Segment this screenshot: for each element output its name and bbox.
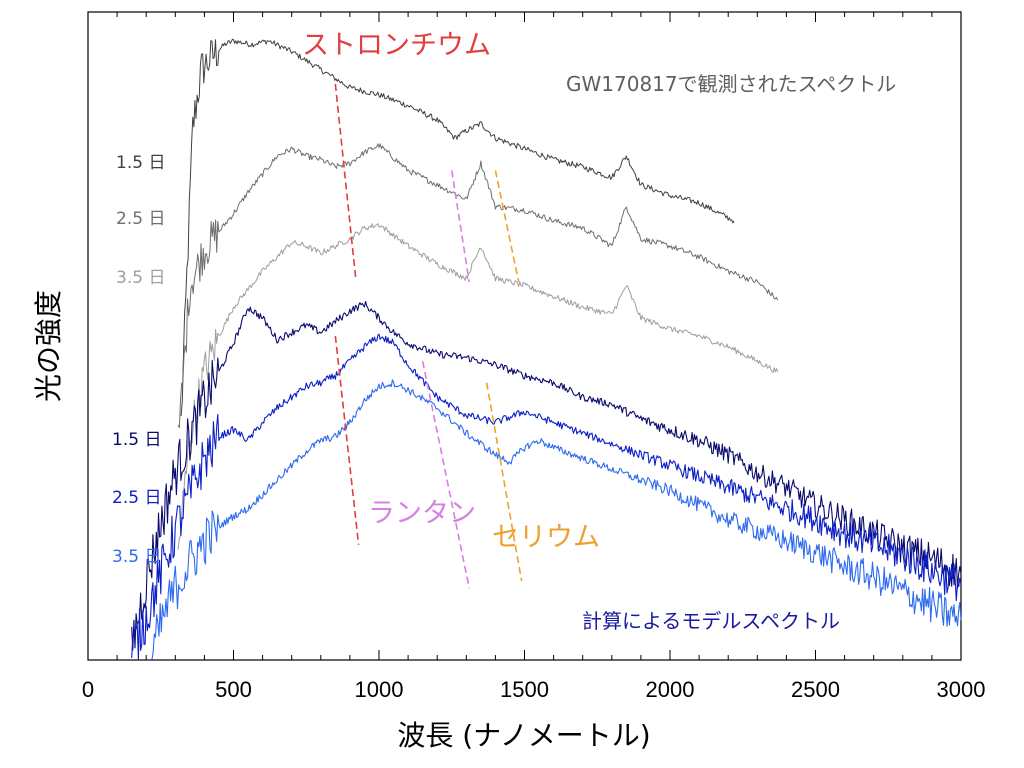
series-line-model-1 xyxy=(131,300,962,651)
annotation-guide-line xyxy=(450,170,471,283)
series-line-model-3 xyxy=(151,379,962,660)
series-line-observed-3 xyxy=(177,223,779,550)
model-day-label-2: 2.5 日 xyxy=(112,488,161,508)
x-tick-label: 2500 xyxy=(791,677,840,702)
annotation-guide-line xyxy=(334,335,360,545)
x-axis-title: 波長 (ナノメートル) xyxy=(397,719,650,752)
annotation-lanthanum: ランタン xyxy=(368,498,476,529)
observed-day-label-1: 1.5 日 xyxy=(116,153,165,173)
model-day-label-3: 3.5 日 xyxy=(112,547,161,567)
observed-day-label-3: 3.5 日 xyxy=(116,268,165,288)
x-tick-label: 1000 xyxy=(355,677,404,702)
series-line-model-2 xyxy=(131,333,962,661)
x-axis-ticks: 0 500 1000 1500 2000 2500 3000 xyxy=(82,12,986,702)
observed-day-label-2: 2.5 日 xyxy=(116,209,165,229)
series-layer xyxy=(131,38,962,661)
annotation-guide-line xyxy=(485,382,523,581)
x-tick-label: 0 xyxy=(82,677,94,702)
observed-legend-label: GW170817で観測されたスペクトル xyxy=(566,72,896,96)
y-axis-title: 光の強度 xyxy=(32,290,65,402)
series-line-observed-1 xyxy=(180,38,735,416)
model-day-label-1: 1.5 日 xyxy=(112,430,161,450)
x-tick-label: 2000 xyxy=(646,677,695,702)
annotation-guide-line xyxy=(421,361,470,589)
annotation-strontium: ストロンチウム xyxy=(302,30,491,61)
annotation-guide-line xyxy=(494,170,520,283)
x-tick-label: 3000 xyxy=(937,677,986,702)
annotation-layer xyxy=(334,83,523,589)
x-tick-label: 500 xyxy=(215,677,252,702)
annotation-cerium: セリウム xyxy=(492,522,600,553)
x-tick-label: 1500 xyxy=(500,677,549,702)
series-line-observed-2 xyxy=(177,143,779,429)
model-legend-label: 計算によるモデルスペクトル xyxy=(582,609,840,633)
